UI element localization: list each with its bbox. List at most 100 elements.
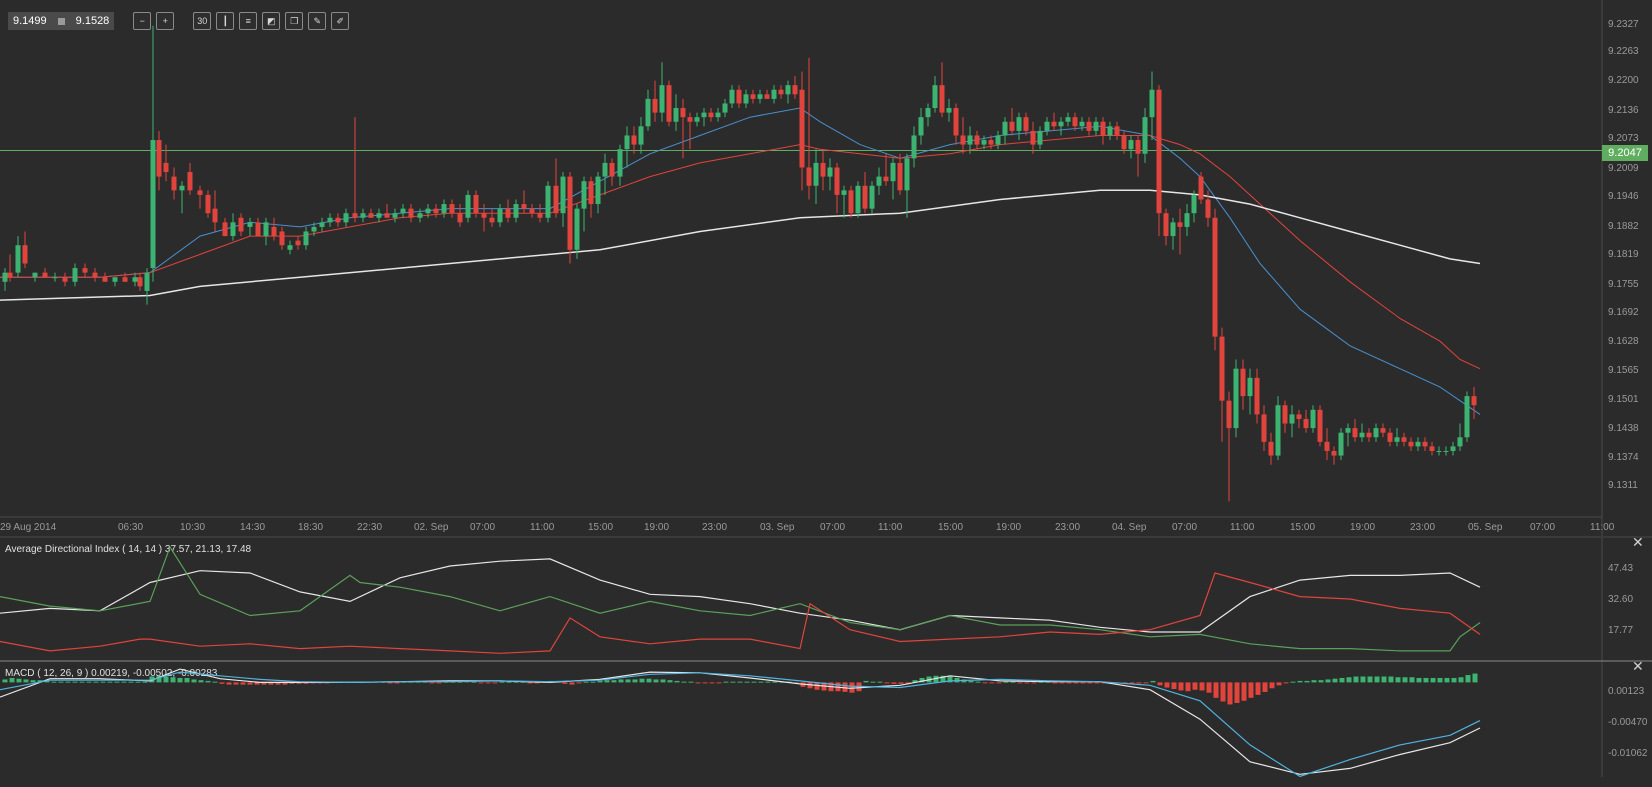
macd-histogram-bar (51, 681, 57, 683)
candle-body (855, 185, 861, 214)
candle-body (638, 126, 644, 145)
copy-icon[interactable]: ❐ (285, 12, 304, 30)
candle-body (981, 140, 987, 145)
macd-histogram-bar (1290, 681, 1296, 683)
macd-histogram-bar (870, 681, 876, 683)
macd-histogram-bar (387, 682, 393, 684)
quote-box[interactable]: 9.1499 9.1528 (8, 12, 115, 30)
macd-histogram-bar (1206, 682, 1212, 693)
candle-body (1114, 126, 1120, 136)
candle-body (545, 185, 551, 218)
candle-body (247, 222, 253, 227)
candle-body (967, 135, 973, 145)
candle-body (1205, 199, 1211, 218)
candle-body (392, 213, 398, 218)
candle-body (1163, 213, 1169, 237)
candle-body (473, 194, 479, 214)
candle-body (513, 204, 519, 218)
candle-body (271, 226, 277, 237)
macd-histogram-bar (1381, 676, 1387, 683)
candle-body (687, 117, 693, 122)
edit-icon[interactable]: ✎ (308, 12, 327, 30)
candle-body (441, 204, 447, 214)
macd-histogram-bar (765, 681, 771, 683)
macd-histogram-bar (947, 676, 953, 683)
candle-body (72, 268, 78, 282)
x-tick-label: 22:30 (357, 522, 382, 533)
candle-body (343, 213, 349, 223)
macd-histogram-bar (1122, 682, 1128, 684)
candle-body (1415, 441, 1421, 447)
x-tick-label: 15:00 (938, 522, 963, 533)
macd-histogram-bar (618, 679, 624, 683)
candle-body (1275, 405, 1281, 456)
macd-histogram-bar (863, 680, 869, 683)
close-adx-icon[interactable]: ✕ (1632, 534, 1644, 550)
candle-body (680, 108, 686, 118)
chart-type-icon[interactable]: ◩ (262, 12, 281, 30)
macd-histogram-bar (1129, 682, 1135, 684)
candle-body (1373, 428, 1379, 438)
macd-histogram-bar (191, 679, 197, 683)
macd-histogram-bar (940, 675, 946, 683)
macd-histogram-bar (1472, 673, 1478, 683)
candle-body (602, 162, 608, 177)
macd-title: MACD ( 12, 26, 9 ) 0.00219, -0.00502, -0… (5, 668, 218, 679)
candle-body (408, 208, 414, 218)
macd-histogram-bar (534, 682, 540, 684)
zoom-in-icon[interactable]: + (156, 12, 175, 30)
adx-tick-label: 32.60 (1608, 594, 1633, 605)
macd-tick-label: -0.01062 (1608, 748, 1648, 759)
candles-icon[interactable]: ┃ (216, 12, 235, 30)
macd-pane: MACD ( 12, 26, 9 ) 0.00219, -0.00502, -0… (0, 668, 1648, 778)
candle-body (883, 176, 889, 182)
candle-body (869, 185, 875, 209)
candle-body (1443, 450, 1449, 452)
macd-histogram-bar (1248, 682, 1254, 698)
candle-body (521, 204, 527, 209)
candle-body (1072, 117, 1078, 127)
macd-histogram-bar (37, 680, 43, 683)
candle-body (32, 272, 38, 278)
macd-histogram-bar (1367, 676, 1373, 683)
macd-histogram-bar (114, 681, 120, 683)
candle-body (1009, 121, 1015, 131)
candle-body (255, 222, 261, 237)
candle-body (939, 85, 945, 113)
macd-histogram-bar (1262, 682, 1268, 692)
y-tick-label: 9.1438 (1608, 423, 1639, 434)
candle-body (918, 117, 924, 136)
draw-icon[interactable]: ✐ (331, 12, 350, 30)
timeframe-button[interactable]: 30 (193, 12, 212, 30)
candle-body (1233, 368, 1239, 429)
macd-histogram-bar (1297, 680, 1303, 683)
x-tick-label: 29 Aug 2014 (0, 522, 57, 533)
macd-series-line (0, 671, 1481, 778)
macd-histogram-bar (597, 680, 603, 683)
macd-histogram-bar (1136, 682, 1142, 684)
macd-histogram-bar (107, 681, 113, 683)
close-macd-icon[interactable]: ✕ (1632, 658, 1644, 674)
candle-body (319, 222, 325, 227)
candle-body (179, 185, 185, 191)
candle-body (960, 135, 966, 145)
x-tick-label: 18:30 (298, 522, 323, 533)
y-tick-label: 9.2327 (1608, 19, 1639, 30)
candle-body (1128, 140, 1134, 150)
candle-body (368, 213, 374, 218)
chart-toolbar: 9.1499 9.1528 − + 30 ┃ ≡ ◩ ❐ ✎ ✐ (8, 12, 350, 30)
candle-body (238, 217, 244, 232)
candle-body (1198, 176, 1204, 200)
zoom-out-icon[interactable]: − (133, 12, 152, 30)
candle-body (1170, 222, 1176, 237)
macd-histogram-bar (1395, 677, 1401, 683)
macd-histogram-bar (912, 680, 918, 683)
macd-histogram-bar (1332, 678, 1338, 683)
macd-histogram-bar (1269, 682, 1275, 689)
indicators-icon[interactable]: ≡ (239, 12, 258, 30)
candle-body (489, 217, 495, 223)
candle-body (567, 176, 573, 250)
